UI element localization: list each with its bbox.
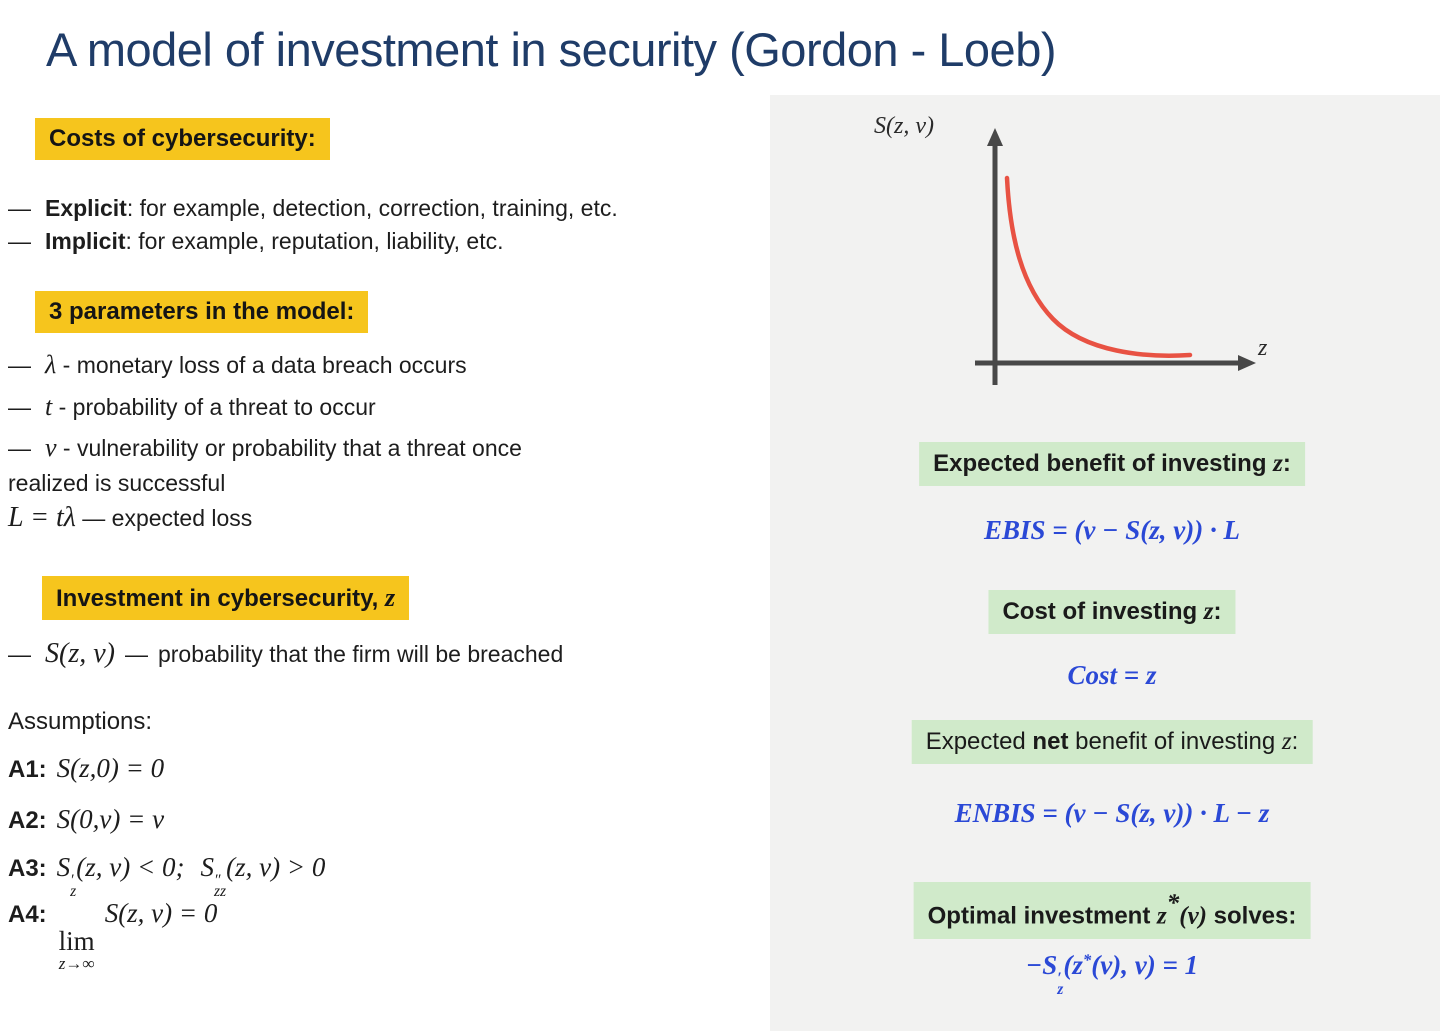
bullet-dash: —	[8, 195, 31, 221]
param-lambda: — λ - monetary loss of a data breach occu…	[8, 350, 467, 380]
assumption-a3-label: A3:	[8, 855, 47, 882]
right-panel: S(z, v) z Expected benefit of investing …	[770, 95, 1440, 1031]
section-header-investment: Investment in cybersecurity, z	[42, 576, 410, 620]
enbis-formula: ENBIS = (v − S(z, v)) · L − z	[954, 798, 1270, 828]
assumption-a2-label: A2:	[8, 807, 47, 834]
assumption-a4-label: A4:	[8, 901, 47, 928]
callout-expected-benefit: Expected benefit of investing z:	[919, 442, 1305, 486]
y-axis-arrow-icon	[987, 128, 1003, 146]
bullet-dash: —	[8, 641, 31, 667]
param-t-symbol: t	[45, 392, 53, 421]
callout-net-word: net	[1032, 728, 1069, 755]
section-header-costs: Costs of cybersecurity:	[35, 118, 330, 160]
star-superscript: *	[1082, 950, 1092, 970]
investment-z-symbol: z	[385, 583, 396, 612]
callout-net-pre: Expected	[925, 728, 1033, 755]
param-lambda-symbol: λ	[45, 350, 57, 379]
assumption-a1-formula: S(z,0) = 0	[56, 753, 165, 783]
bullet-explicit: — Explicit: for example, detection, corre…	[8, 195, 618, 222]
bullet-implicit: — Implicit: for example, reputation, liab…	[8, 228, 504, 255]
param-t: — t - probability of a threat to occur	[8, 392, 376, 422]
param-v-continuation: realized is successful	[8, 470, 226, 496]
section-header-parameters: 3 parameters in the model:	[35, 291, 369, 333]
z-symbol: z	[1281, 728, 1292, 755]
expected-loss-formula: L = tλ	[8, 502, 76, 533]
section-header-costs-label: Costs of cybersecurity:	[49, 125, 316, 152]
assumption-a1: A1: S(z,0) = 0	[8, 753, 164, 784]
s-curve	[1004, 175, 1193, 358]
expected-loss-line: L = tλ — expected loss	[8, 502, 252, 534]
bullet-implicit-term: Implicit	[45, 228, 126, 254]
star-superscript: *	[1166, 890, 1180, 917]
callout-expected-benefit-text: Expected benefit of investing	[933, 450, 1274, 477]
bullet-implicit-text: : for example, reputation, liability, et…	[125, 228, 504, 254]
breach-probability-line: — S(z, v) — probability that the firm will …	[8, 638, 563, 670]
bullet-dash: —	[8, 435, 31, 461]
colon: :	[1213, 598, 1222, 625]
param-v: — v - vulnerability or probability that a…	[8, 433, 522, 463]
assumptions-label: Assumptions:	[8, 708, 153, 735]
param-t-text: - probability of a threat to occur	[52, 394, 376, 420]
breach-probability-formula: S(z, v)	[45, 638, 115, 669]
param-v-text: - vulnerability or probability that a th…	[56, 435, 522, 461]
callout-net-post: benefit of investing	[1068, 728, 1282, 755]
graph-y-axis-label: S(z, v)	[874, 113, 934, 139]
bullet-dash: —	[8, 394, 31, 420]
expected-loss-text: — expected loss	[75, 505, 253, 531]
bullet-explicit-text: : for example, detection, correction, tr…	[126, 195, 618, 221]
callout-expected-net-benefit: Expected net benefit of investing z:	[911, 720, 1313, 764]
breach-probability-text: probability that the firm will be breach…	[157, 641, 564, 667]
bullet-explicit-term: Explicit	[45, 195, 127, 221]
bullet-dash: —	[8, 228, 31, 254]
assumption-a1-label: A1:	[8, 756, 47, 783]
assumption-a3: A3: S ′ z (z, v) < 0; S ″ zz (z, v) > 0	[8, 852, 326, 901]
param-lambda-text: - monetary loss of a data breach occurs	[56, 352, 467, 378]
breach-probability-graph	[975, 128, 1256, 385]
page-title: A model of investment in security (Gordo…	[46, 23, 1056, 76]
callout-cost: Cost of investing z:	[988, 590, 1236, 634]
bullet-dash: —	[8, 352, 31, 378]
assumption-a3-formula: S ′ z (z, v) < 0; S ″ zz (z, v) > 0	[56, 852, 326, 901]
colon: :	[1291, 728, 1299, 755]
colon: :	[1282, 450, 1291, 477]
section-header-investment-label: Investment in cybersecurity,	[56, 585, 386, 612]
x-axis-arrow-icon	[1238, 355, 1256, 371]
z-symbol: z	[1157, 902, 1167, 930]
callout-cost-text: Cost of investing	[1002, 598, 1204, 625]
callout-optimal-pre: Optimal investment	[927, 902, 1158, 930]
assumption-a2-formula: S(0,v) = v	[56, 804, 165, 834]
z-symbol: z	[1273, 450, 1283, 477]
ebis-formula: EBIS = (v − S(z, v)) · L	[984, 515, 1240, 545]
section-header-parameters-label: 3 parameters in the model:	[49, 298, 355, 325]
assumption-a2: A2: S(0,v) = v	[8, 804, 164, 835]
assumption-a4-formula: lim z→∞ S(z, v) = 0	[58, 898, 218, 974]
v-argument: (v)	[1179, 902, 1207, 930]
callout-optimal-post: solves:	[1206, 902, 1297, 930]
cost-formula: Cost = z	[1067, 660, 1157, 690]
z-symbol: z	[1203, 598, 1214, 625]
assumption-a4: A4: lim z→∞ S(z, v) = 0	[8, 898, 217, 972]
callout-optimal-investment: Optimal investment z*(v) solves:	[913, 882, 1311, 939]
graph-x-axis-label: z	[1258, 335, 1268, 361]
optimality-condition-formula: −S ′ z (z*(v), v) = 1	[1025, 950, 1199, 999]
separator-dash: —	[124, 641, 148, 667]
param-v-symbol: v	[45, 433, 57, 462]
